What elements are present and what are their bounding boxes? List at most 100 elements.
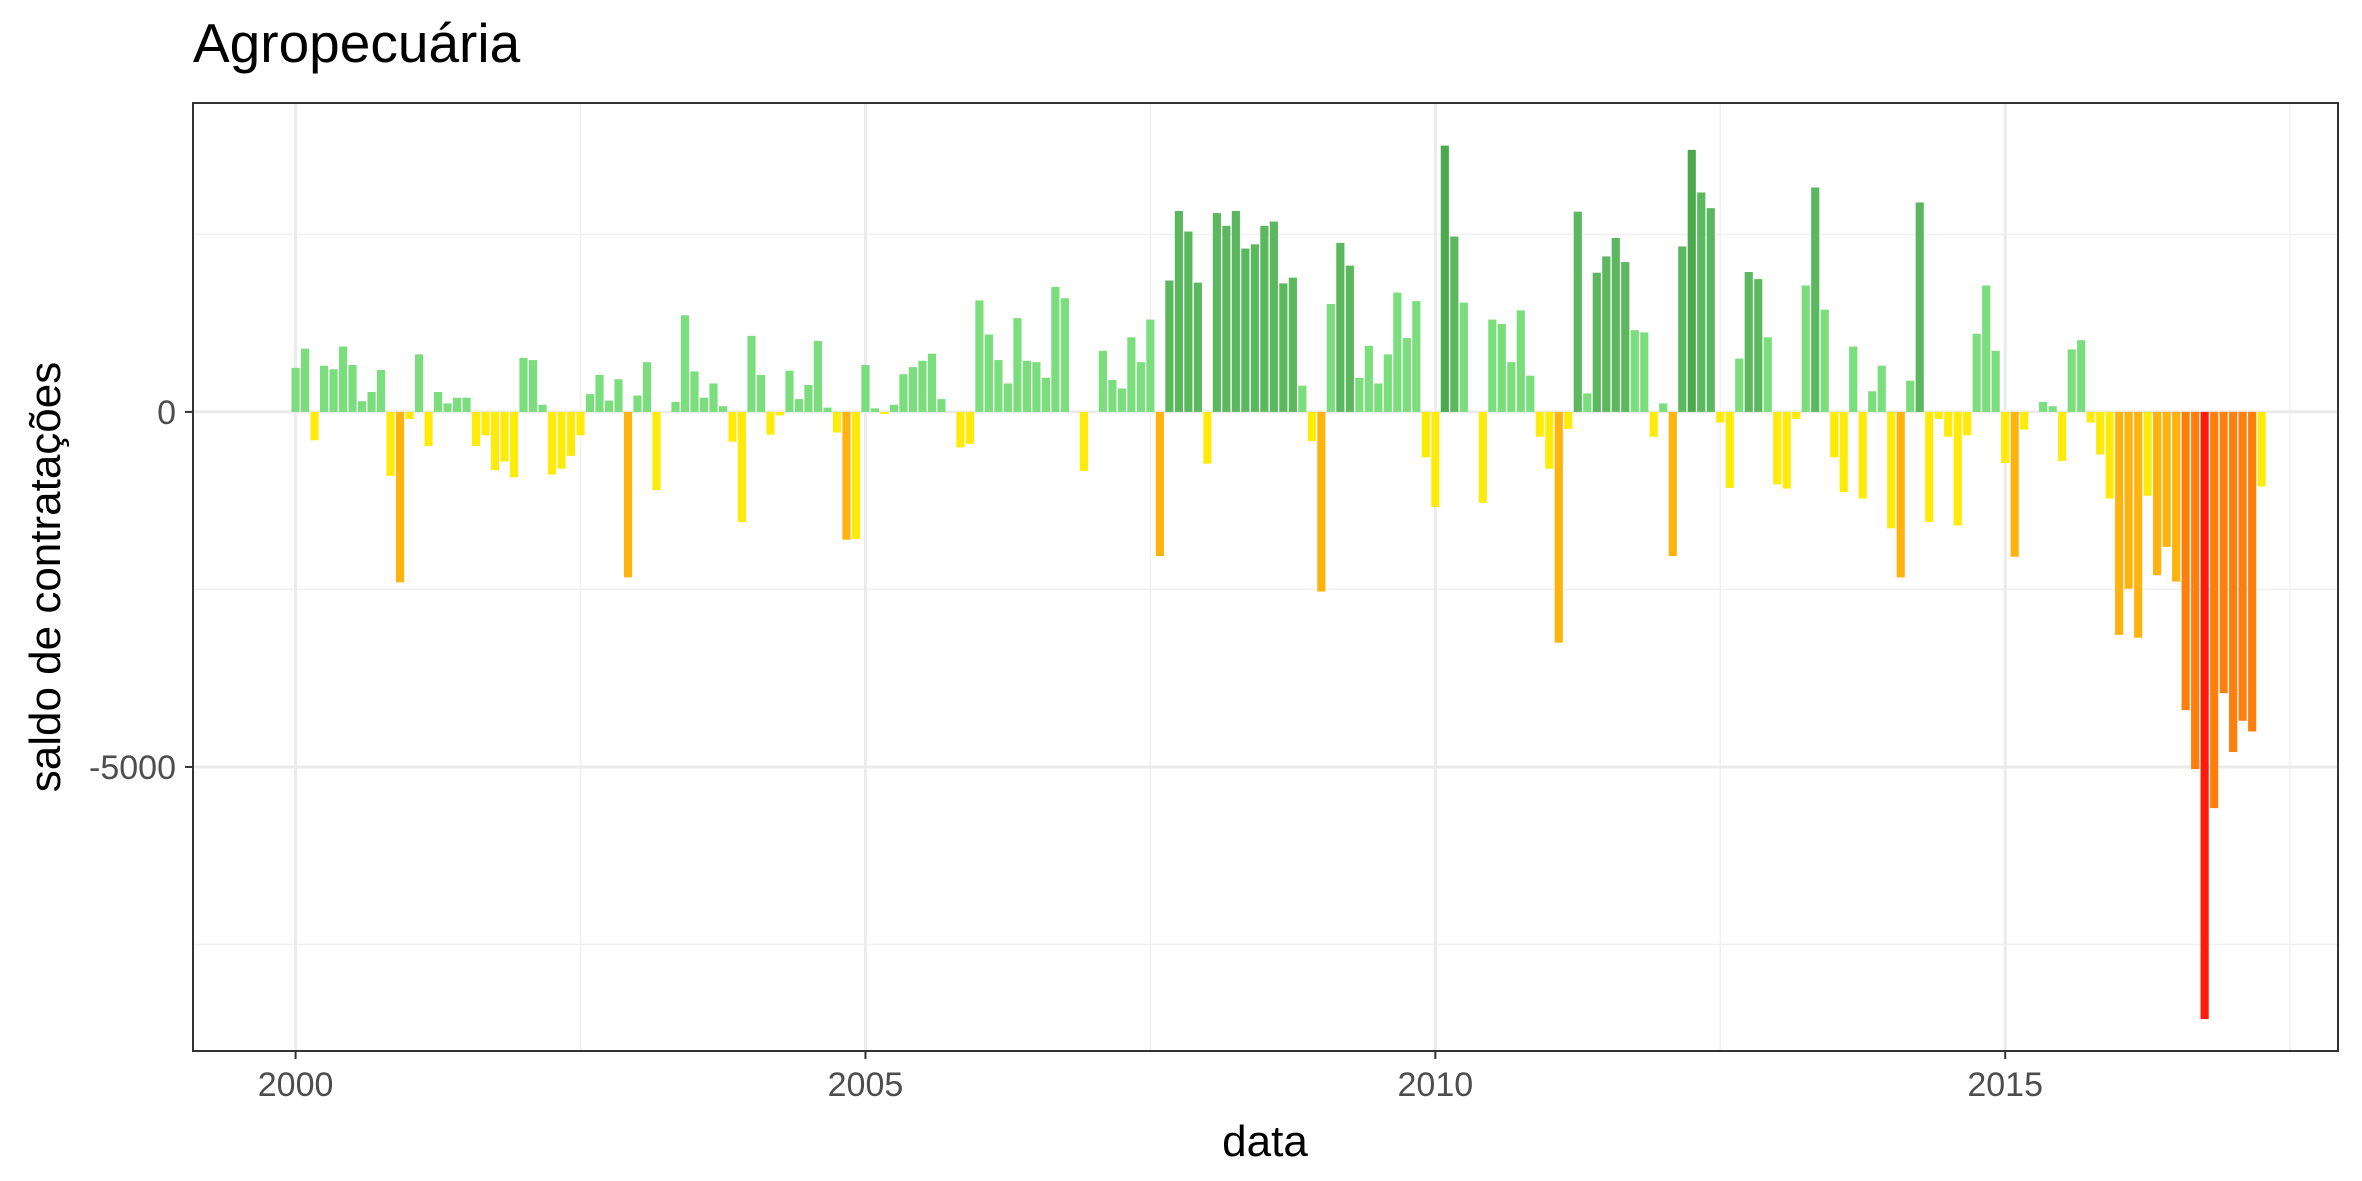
bar (975, 300, 984, 412)
bar (614, 379, 623, 412)
bar (595, 374, 604, 412)
bar (984, 334, 994, 412)
bar (766, 411, 775, 435)
bar (1136, 362, 1145, 412)
bar (1022, 360, 1031, 412)
bar (1782, 411, 1791, 489)
bar (1336, 242, 1345, 412)
x-tick-label: 2005 (828, 1066, 904, 1104)
bar (1516, 310, 1525, 412)
bar (671, 401, 680, 412)
bar (1545, 411, 1554, 469)
bar (1602, 256, 1611, 412)
y-axis-title: saldo de contratações (21, 362, 70, 793)
bar (1706, 208, 1715, 412)
bar (1849, 346, 1858, 412)
bar (2257, 411, 2266, 487)
bar (338, 346, 348, 412)
bar (2115, 411, 2124, 635)
plot-border (192, 102, 2339, 1052)
bar (1174, 210, 1183, 412)
bar (1687, 149, 1696, 412)
bar (1184, 231, 1193, 412)
bar (1963, 411, 1972, 436)
bar (2162, 411, 2171, 547)
bar (1098, 350, 1107, 412)
bar (1013, 318, 1022, 412)
bar (1345, 265, 1354, 412)
bar (1725, 411, 1734, 488)
bar (1459, 302, 1468, 412)
bar (2181, 411, 2190, 711)
bar (2010, 411, 2019, 557)
bar (452, 397, 462, 412)
bar (813, 340, 823, 412)
x-tick-label: 2000 (258, 1066, 334, 1104)
bar (2229, 411, 2238, 753)
bars (291, 145, 2266, 1020)
bar (1868, 391, 1877, 412)
bar (1440, 145, 1449, 412)
bar (395, 411, 405, 583)
bar (2039, 401, 2048, 412)
bar (804, 384, 813, 412)
bar (2105, 411, 2114, 499)
bar (2048, 406, 2057, 412)
bar (1554, 411, 1563, 643)
bar (918, 360, 927, 412)
bar (1412, 301, 1421, 412)
bar (376, 370, 386, 412)
bar (851, 411, 861, 540)
bar (823, 407, 832, 412)
bar (2086, 411, 2095, 423)
bar (794, 399, 804, 412)
bar (1877, 365, 1886, 412)
bar (1621, 262, 1630, 412)
x-tick-label: 2015 (1967, 1066, 2043, 1104)
bar (1925, 411, 1934, 522)
bar (2210, 411, 2219, 809)
bar (1117, 388, 1126, 412)
bar (1953, 411, 1962, 526)
bar (1060, 298, 1069, 412)
bar (566, 411, 576, 456)
bar (1611, 237, 1620, 412)
bar (1896, 411, 1905, 578)
bar (1668, 411, 1677, 557)
bar (1934, 411, 1943, 419)
bar (1735, 358, 1744, 412)
bar (2058, 411, 2067, 461)
bar (519, 357, 528, 412)
bar (471, 411, 481, 446)
bar (1212, 213, 1221, 412)
bar (1792, 411, 1801, 419)
bar (870, 408, 880, 412)
bar (2143, 411, 2152, 496)
bar (1564, 411, 1573, 429)
bar (1222, 225, 1231, 412)
bar (1193, 282, 1202, 412)
bar (348, 365, 357, 412)
bar (1326, 303, 1335, 412)
bar (908, 367, 918, 412)
x-axis-title: data (1222, 1117, 1308, 1166)
bar (547, 411, 557, 475)
bar (2238, 411, 2247, 721)
bar (1592, 272, 1601, 412)
bar (414, 354, 424, 412)
bar (433, 392, 443, 412)
bar (1260, 225, 1269, 412)
bar (718, 406, 728, 412)
bar (927, 353, 937, 412)
bar (1801, 285, 1810, 412)
bar (1393, 292, 1402, 412)
bar (462, 397, 471, 412)
bar (481, 411, 490, 436)
bar (652, 411, 661, 491)
bar (509, 411, 519, 478)
bar (1298, 385, 1307, 412)
bar (1744, 272, 1753, 412)
bar (1364, 345, 1373, 412)
bar (1906, 380, 1915, 412)
